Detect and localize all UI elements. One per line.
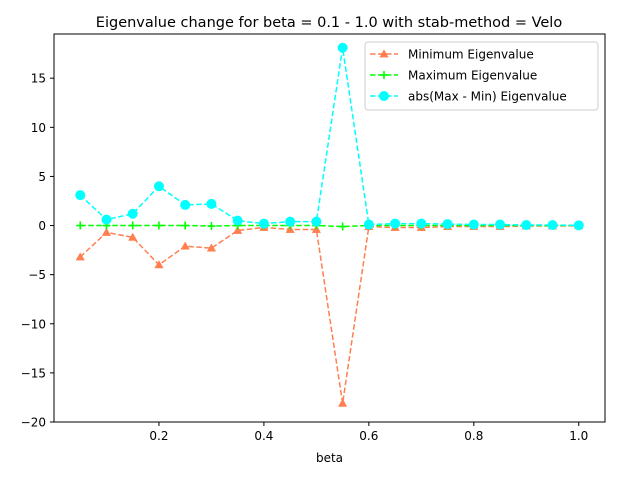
data-point	[128, 221, 137, 230]
x-tick-label: 0.6	[359, 429, 378, 443]
y-tick-label: −5	[28, 268, 46, 282]
x-tick-label: 0.8	[464, 429, 483, 443]
data-point	[128, 232, 138, 241]
series-line	[80, 224, 579, 228]
series-line	[79, 224, 579, 404]
data-point	[101, 227, 112, 236]
data-point	[442, 219, 453, 230]
data-point	[337, 42, 348, 53]
legend-label: Maximum Eigenvalue	[408, 69, 537, 83]
data-point	[337, 398, 348, 407]
series-line	[79, 47, 579, 227]
legend: Minimum Eigenvalue Maximum Eigenvalue abs(…	[364, 41, 599, 111]
data-point	[338, 222, 347, 231]
data-point	[154, 260, 164, 269]
legend-entry: abs(Max - Min) Eigenvalue	[370, 90, 567, 104]
legend-entry: Minimum Eigenvalue	[370, 48, 534, 62]
y-tick-label: 10	[31, 121, 46, 135]
data-point	[521, 220, 532, 231]
data-point	[206, 198, 217, 209]
legend-marker	[379, 91, 389, 101]
plot-frame	[53, 33, 606, 423]
data-point	[180, 241, 190, 250]
y-tick-label: −20	[21, 416, 46, 430]
chart-title: Eigenvalue change for beta = 0.1 - 1.0 w…	[96, 15, 563, 31]
data-point	[233, 225, 243, 234]
legend-box	[364, 41, 599, 111]
y-tick-label: −15	[21, 366, 46, 380]
data-point	[232, 215, 243, 226]
series-3	[75, 42, 584, 231]
legend-marker	[380, 71, 388, 79]
legend-entry: Maximum Eigenvalue	[370, 69, 537, 83]
data-point	[573, 220, 584, 231]
legend-label: Minimum Eigenvalue	[408, 48, 534, 62]
data-point	[258, 218, 269, 229]
x-axis-label: beta	[316, 451, 343, 465]
data-point	[207, 222, 216, 231]
data-point	[101, 214, 112, 225]
x-tick-label: 0.4	[254, 429, 273, 443]
data-point	[416, 218, 427, 229]
y-tick-label: 5	[38, 170, 46, 184]
data-point	[75, 190, 86, 201]
legend-marker	[379, 49, 389, 58]
axes-layer: 0.2 0.4 0.6 0.8 1.0 −20 −15 −10 −5 0 5 10 15	[21, 72, 589, 443]
data-point	[75, 252, 85, 261]
y-tick-label: 0	[38, 219, 46, 233]
data-point	[363, 219, 374, 230]
y-tick-label: 15	[31, 72, 46, 86]
data-point	[311, 216, 322, 227]
x-tick-label: 1.0	[569, 429, 588, 443]
data-point	[153, 181, 164, 192]
data-point	[180, 199, 191, 210]
y-tick-label: −10	[21, 317, 46, 331]
data-point	[181, 221, 190, 230]
data-point	[495, 219, 506, 230]
data-point	[547, 220, 558, 231]
data-point	[76, 221, 85, 230]
data-point	[154, 221, 163, 230]
legend-label: abs(Max - Min) Eigenvalue	[408, 90, 567, 104]
series-layer	[75, 42, 584, 407]
data-point	[285, 216, 296, 227]
data-point	[390, 218, 401, 229]
data-point	[468, 219, 479, 230]
data-point	[206, 243, 217, 252]
x-tick-label: 0.2	[149, 429, 168, 443]
data-point	[127, 208, 138, 219]
